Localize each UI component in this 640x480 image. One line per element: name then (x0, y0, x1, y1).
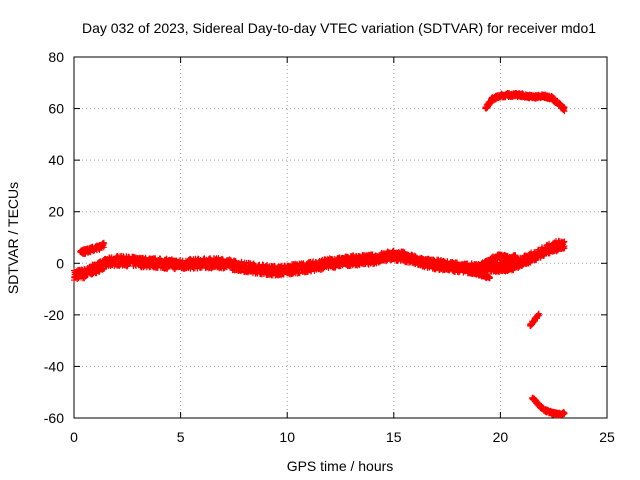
y-tick-label: 60 (48, 101, 64, 117)
data-point (561, 243, 568, 250)
y-axis-label: SDTVAR / TECUs (5, 182, 21, 294)
data-point (512, 252, 519, 259)
data-point (561, 410, 568, 417)
series-small-segment (527, 310, 542, 330)
chart-title: Day 032 of 2023, Sidereal Day-to-day VTE… (82, 20, 596, 36)
x-tick-label: 15 (386, 429, 402, 445)
series-early-upper-arc (77, 239, 107, 258)
x-tick-label: 20 (493, 429, 509, 445)
x-axis-label: GPS time / hours (287, 458, 394, 474)
axis-ticks: 0 5 10 15 20 25 -60 -40 -20 0 20 40 60 80 (44, 49, 615, 445)
y-tick-label: 40 (48, 152, 64, 168)
y-tick-label: 0 (56, 255, 64, 271)
series-lower-dip (465, 266, 493, 282)
y-tick-label: 80 (48, 49, 64, 65)
data-point (74, 276, 81, 283)
y-tick-label: -40 (44, 358, 64, 374)
data-point (99, 266, 106, 273)
data-point (511, 256, 518, 263)
data-point (101, 265, 108, 272)
series-upper-arc (482, 90, 568, 115)
y-tick-label: -60 (44, 410, 64, 426)
data-point (560, 239, 567, 246)
data-point (515, 264, 522, 271)
series-lower-arc (529, 394, 568, 419)
x-tick-label: 5 (177, 429, 185, 445)
data-point (100, 240, 107, 247)
data-point (296, 270, 303, 277)
x-tick-label: 10 (279, 429, 295, 445)
data-point (486, 274, 493, 281)
x-tick-label: 0 (70, 429, 78, 445)
plot-frame (73, 56, 608, 419)
y-tick-label: 20 (48, 204, 64, 220)
data-point (561, 104, 568, 111)
data-point (535, 310, 542, 317)
y-tick-label: -20 (44, 307, 64, 323)
x-tick-label: 25 (599, 429, 615, 445)
data-points (71, 90, 568, 419)
